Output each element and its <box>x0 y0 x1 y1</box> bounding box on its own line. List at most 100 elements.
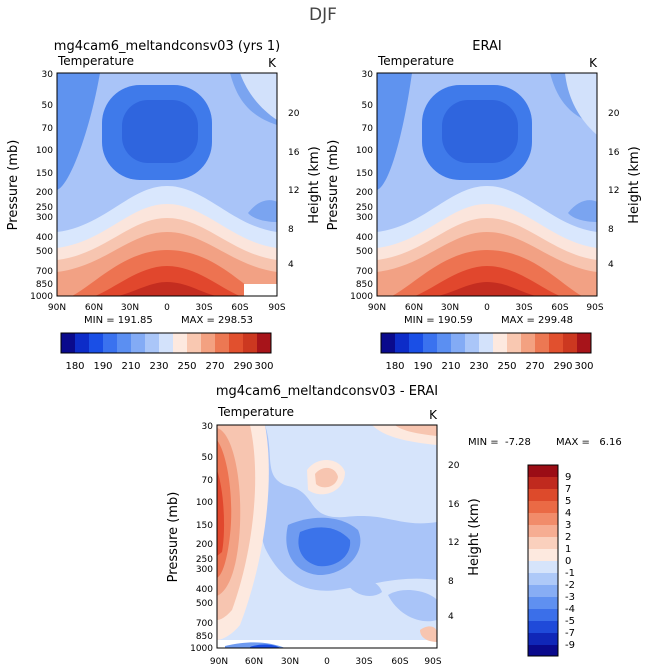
panel-title: mg4cam6_meltandconsv03 - ERAI <box>216 384 438 399</box>
panel-title: ERAI <box>472 39 501 54</box>
min-label: MIN = 191.85 <box>84 315 153 326</box>
height-tick: 20 <box>288 109 300 119</box>
x-tick: 30N <box>281 657 299 667</box>
y-tick: 850 <box>196 632 213 642</box>
x-tick: 0 <box>324 657 330 667</box>
x-tick: 0 <box>164 303 170 313</box>
colorbar-label: 5 <box>565 496 571 507</box>
y-tick: 500 <box>36 247 53 257</box>
units-label: K <box>429 408 438 422</box>
colorbar-vertical <box>527 464 559 657</box>
colorbar-label: 230 <box>149 361 168 372</box>
colorbar-label: -4 <box>565 604 575 615</box>
y-tick: 150 <box>36 169 53 179</box>
y-tick: 70 <box>362 124 374 134</box>
y-axis-label: Pressure (mb) <box>166 492 181 583</box>
height-tick: 16 <box>288 148 300 158</box>
height-tick: 12 <box>608 186 619 196</box>
y-tick: 200 <box>356 188 373 198</box>
y-tick: 1000 <box>350 292 373 302</box>
colorbar-label: 4 <box>565 508 571 519</box>
season-title: DJF <box>309 5 337 25</box>
y-tick: 50 <box>362 101 374 111</box>
x-tick: 60S <box>391 657 408 667</box>
colorbar-label: 0 <box>565 556 571 567</box>
y-tick: 700 <box>36 267 53 277</box>
x-tick: 30S <box>195 303 212 313</box>
y-tick: 100 <box>196 498 213 508</box>
y-tick: 700 <box>196 619 213 629</box>
y-tick: 30 <box>42 70 54 80</box>
x-tick: 30S <box>515 303 532 313</box>
colorbar-label: 2 <box>565 532 571 543</box>
colorbar-label: 3 <box>565 520 571 531</box>
y-tick: 200 <box>196 540 213 550</box>
colorbar-label: 230 <box>469 361 488 372</box>
colorbar-label: 210 <box>441 361 460 372</box>
y-axis-label: Pressure (mb) <box>326 140 341 231</box>
y-tick: 500 <box>356 247 373 257</box>
units-label: K <box>589 56 598 70</box>
colorbar-label: -5 <box>565 616 575 627</box>
y-tick: 400 <box>36 233 53 243</box>
colorbar-label: -9 <box>565 640 575 651</box>
variable-label: Temperature <box>217 405 294 419</box>
x-tick: 30N <box>121 303 139 313</box>
colorbar <box>380 332 592 354</box>
x-tick: 90S <box>424 657 441 667</box>
colorbar-label: 180 <box>385 361 404 372</box>
right-axis-label: Height (km) <box>467 498 482 575</box>
y-tick: 300 <box>196 565 213 575</box>
x-tick: 90N <box>368 303 386 313</box>
colorbar-label: 180 <box>65 361 84 372</box>
x-tick: 60N <box>85 303 103 313</box>
right-axis-label: Height (km) <box>307 146 322 223</box>
colorbar-label: 300 <box>574 361 593 372</box>
colorbar-label: -2 <box>565 580 575 591</box>
contour-field <box>57 73 277 296</box>
variable-label: Temperature <box>377 54 454 68</box>
y-tick: 850 <box>36 280 53 290</box>
right-axis-label: Height (km) <box>627 146 642 223</box>
max-label: MAX = 6.16 <box>556 437 622 448</box>
colorbar-label: 1 <box>565 544 571 555</box>
y-tick: 850 <box>356 280 373 290</box>
x-tick: 60N <box>405 303 423 313</box>
y-tick: 700 <box>356 267 373 277</box>
height-tick: 4 <box>608 260 614 270</box>
contour-field <box>217 425 437 648</box>
y-tick: 250 <box>36 203 53 213</box>
height-tick: 8 <box>448 577 454 587</box>
colorbar-label: 290 <box>553 361 572 372</box>
colorbar-label: 270 <box>205 361 224 372</box>
panel-difference: mg4cam6_meltandconsv03 - ERAI Temperatur… <box>166 384 622 667</box>
colorbar-label: 190 <box>413 361 432 372</box>
min-label: MIN = -7.28 <box>468 437 531 448</box>
colorbar <box>60 332 272 354</box>
panel-title: mg4cam6_meltandconsv03 (yrs 1) <box>54 39 280 54</box>
panel-model: mg4cam6_meltandconsv03 (yrs 1) Temperatu… <box>6 39 322 372</box>
x-tick: 90S <box>586 303 603 313</box>
colorbar-label: 9 <box>565 472 571 483</box>
height-tick: 16 <box>448 500 460 510</box>
y-tick: 400 <box>196 585 213 595</box>
y-tick: 250 <box>196 555 213 565</box>
colorbar-label: 290 <box>233 361 252 372</box>
colorbar-label: 270 <box>525 361 544 372</box>
x-tick: 90N <box>48 303 66 313</box>
colorbar-label: -1 <box>565 568 575 579</box>
height-tick: 20 <box>448 461 460 471</box>
y-tick: 30 <box>362 70 374 80</box>
colorbar-label: 250 <box>177 361 196 372</box>
colorbar-label: 300 <box>254 361 273 372</box>
height-tick: 12 <box>288 186 299 196</box>
max-label: MAX = 299.48 <box>501 315 573 326</box>
y-tick: 50 <box>202 453 214 463</box>
y-tick: 500 <box>196 599 213 609</box>
x-tick: 90N <box>210 657 228 667</box>
height-tick: 16 <box>608 148 620 158</box>
y-tick: 200 <box>36 188 53 198</box>
y-tick: 250 <box>356 203 373 213</box>
colorbar-label: 190 <box>93 361 112 372</box>
